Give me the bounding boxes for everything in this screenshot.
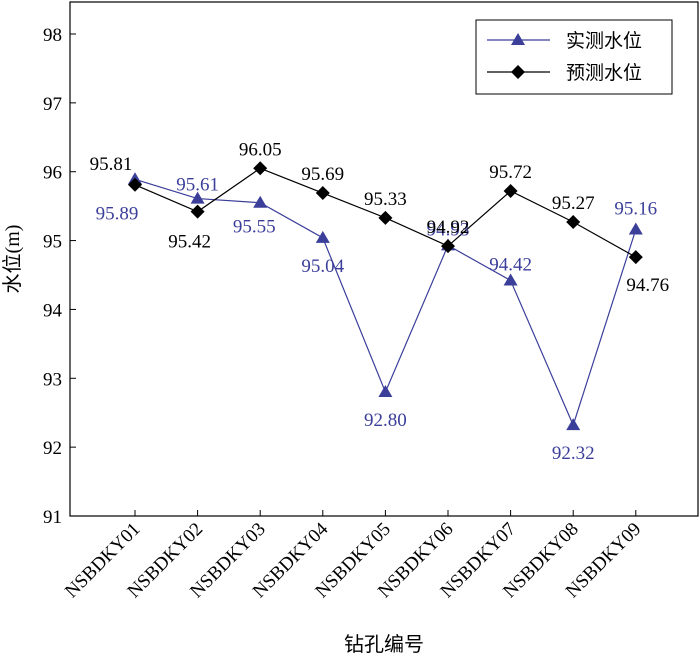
y-axis-title: 水位(m) [1,225,24,294]
data-label-predicted: 95.81 [90,154,133,175]
predicted-point [315,186,330,201]
predicted-point [253,161,268,176]
data-label-actual: 95.89 [96,203,139,224]
actual-point [378,385,393,398]
y-tick-label: 98 [43,25,62,46]
legend-marker-predicted [511,65,525,79]
data-label-predicted: 96.05 [239,139,282,160]
predicted-point [503,183,518,198]
y-tick-label: 96 [43,163,62,184]
legend-box [475,19,673,95]
predicted-point [628,250,643,265]
data-label-actual: 94.42 [489,255,532,276]
x-axis-title: 钻孔编号 [344,633,424,656]
predicted-point [378,210,393,225]
predicted-point [128,177,142,192]
legend-marker-actual [511,33,525,45]
actual-point [628,222,643,235]
data-label-predicted: 95.72 [489,162,532,183]
y-tick-label: 95 [43,232,62,253]
actual-point [253,195,268,208]
y-axis: 91 92 93 94 95 96 97 98 [43,25,76,528]
y-tick-label: 93 [43,369,62,390]
data-label-predicted: 95.69 [301,164,344,185]
data-label-predicted: 94.92 [427,217,470,238]
data-label-actual: 92.32 [552,443,595,464]
plot-frame [69,1,699,517]
predicted-point [441,239,455,254]
predicted-point [566,214,581,229]
y-tick-label: 94 [43,300,63,321]
data-label-predicted: 95.33 [364,189,407,210]
data-labels: 95.89 95.61 95.55 95.04 92.80 94.93 94.42 92.32… [90,139,670,464]
x-axis: NSBDKY01NSBDKY02NSBDKY03NSBDKY04NSBDKY05… [61,510,645,602]
data-label-actual: 95.55 [233,217,276,238]
data-label-predicted: 95.27 [552,193,595,214]
data-label-actual: 92.80 [364,410,407,431]
predicted-point [190,204,205,219]
actual-point [566,418,581,431]
actual-point [315,230,330,243]
data-label-predicted: 95.42 [168,232,211,253]
legend-label-actual: 实测水位 [566,30,642,52]
actual-point [190,191,205,204]
data-label-actual: 94.93 [427,219,470,240]
y-tick-label: 92 [43,438,62,459]
data-label-actual: 95.16 [614,199,657,220]
y-tick-label: 91 [43,507,62,528]
data-label-actual: 95.61 [176,175,219,196]
actual-point [503,273,518,286]
series-markers [128,161,643,431]
data-label-actual: 95.04 [301,256,344,277]
y-tick-label: 97 [43,94,62,115]
legend-label-predicted: 预测水位 [566,62,642,84]
data-label-predicted: 94.76 [626,275,669,296]
legend: 实测水位 预测水位 [475,19,673,95]
